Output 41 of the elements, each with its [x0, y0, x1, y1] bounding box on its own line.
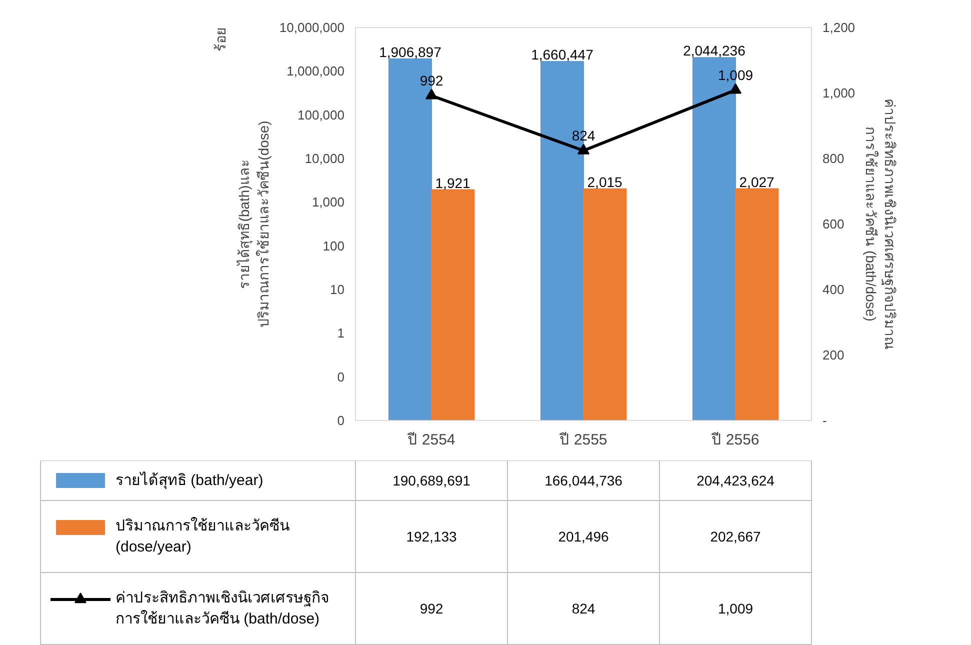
- data-label: 1,906,897: [379, 44, 442, 60]
- y-tick-label: 10,000: [304, 151, 345, 166]
- text: 201,496: [558, 528, 610, 544]
- y2-tick-label: 200: [822, 348, 844, 362]
- text: 190,689,691: [392, 472, 471, 488]
- y2-tick-label: 1,200: [822, 20, 856, 35]
- text: 192,133: [406, 528, 458, 544]
- y-tick-label: 0: [337, 413, 345, 428]
- y2-tick-label: -: [822, 413, 827, 428]
- legend-label: รายได้สุทธิ (bath/year): [116, 471, 264, 490]
- text: 1,009: [718, 600, 754, 616]
- y-tick-label: 1: [337, 326, 345, 341]
- text: 824: [572, 600, 596, 616]
- y2-axis-title: ค่าประสิทธิภาพเชิงนิเวศเศรษฐกิจปริมาณ การใช้ยาและวัคซีน (bath/dose): [863, 98, 898, 350]
- text: ร้อย: [212, 28, 228, 52]
- y-tick-label: 0: [337, 369, 345, 384]
- legend-label: ค่าประสิทธิภาพเชิงนิเวศเศรษฐกิจ การใช้ยาและวัคซีน (bath/dose): [116, 589, 330, 628]
- data-label: 2,015: [587, 174, 623, 190]
- text: 204,423,624: [696, 472, 775, 488]
- text: 166,044,736: [544, 472, 623, 488]
- text: 992: [420, 600, 444, 616]
- y-tick-label: 10: [330, 282, 345, 297]
- data-label: 1,921: [435, 174, 471, 191]
- legend-label: ปริมาณการใช้ยาและวัคซีน (dose/year): [116, 516, 290, 556]
- data-label: 2,027: [739, 174, 775, 190]
- y2-tick-label: 1,000: [822, 86, 856, 100]
- y2-tick-label: 400: [822, 282, 844, 297]
- data-label: 2,044,236: [683, 42, 746, 59]
- y-tick-label: 100: [322, 238, 345, 254]
- y2-tick-label: 800: [822, 151, 844, 166]
- x-tick-label: ปี 2556: [710, 432, 760, 448]
- x-tick-label: ปี 2554: [406, 432, 456, 448]
- y2-tick-label: 600: [822, 216, 844, 232]
- y-tick-label: 1,000,000: [286, 64, 345, 79]
- y-tick-label: 1,000: [312, 194, 345, 210]
- x-tick-label: ปี 2555: [558, 432, 608, 448]
- data-label: 1,660,447: [531, 46, 594, 63]
- y-axis-title: รายได้สุทธิ(bath)และ ปริมาณการใช้ยาและวัคซีน(dose): [236, 120, 272, 328]
- y-tick-label: 10,000,000: [279, 20, 345, 35]
- y-tick-label: 100,000: [298, 107, 345, 122]
- text: 202,667: [710, 528, 762, 544]
